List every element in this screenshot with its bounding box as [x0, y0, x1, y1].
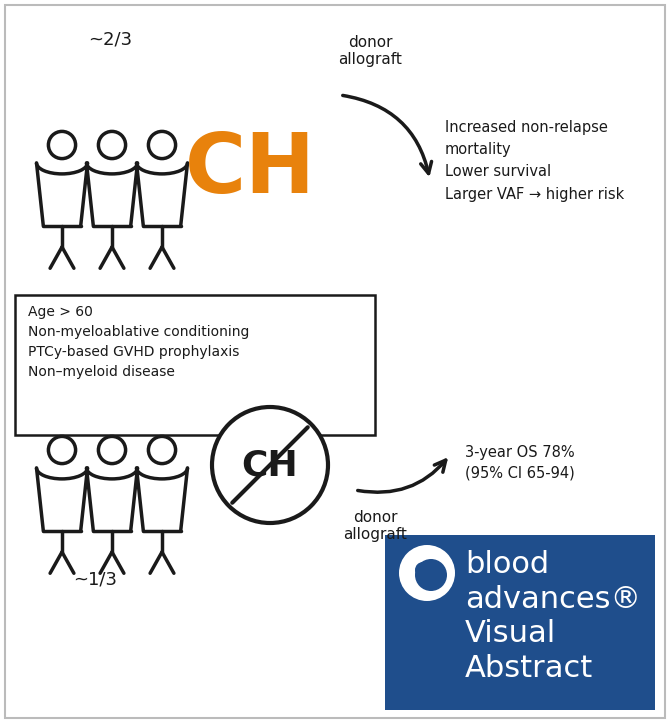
Text: ~2/3: ~2/3: [88, 30, 132, 48]
Bar: [385, 535, 655, 710]
Circle shape: [415, 559, 447, 591]
Text: CH: CH: [184, 129, 316, 210]
Text: donor
allograft: donor allograft: [338, 35, 402, 67]
Circle shape: [415, 562, 431, 578]
Text: Increased non-relapse
mortality
Lower survival
Larger VAF → higher risk: Increased non-relapse mortality Lower su…: [445, 120, 624, 202]
Text: CH: CH: [242, 448, 298, 482]
FancyArrowPatch shape: [343, 95, 431, 174]
Text: ~1/3: ~1/3: [73, 570, 117, 588]
Text: 3-year OS 78%
(95% CI 65-94): 3-year OS 78% (95% CI 65-94): [465, 445, 575, 481]
FancyArrowPatch shape: [358, 460, 446, 492]
Circle shape: [212, 407, 328, 523]
Text: donor
allograft: donor allograft: [343, 510, 407, 542]
Circle shape: [399, 545, 455, 601]
Bar: [15, 295, 375, 435]
Text: blood
advances®
Visual
Abstract: blood advances® Visual Abstract: [465, 550, 641, 683]
Text: Age > 60
Non-myeloablative conditioning
PTCy-based GVHD prophylaxis
Non–myeloid : Age > 60 Non-myeloablative conditioning …: [28, 305, 249, 379]
